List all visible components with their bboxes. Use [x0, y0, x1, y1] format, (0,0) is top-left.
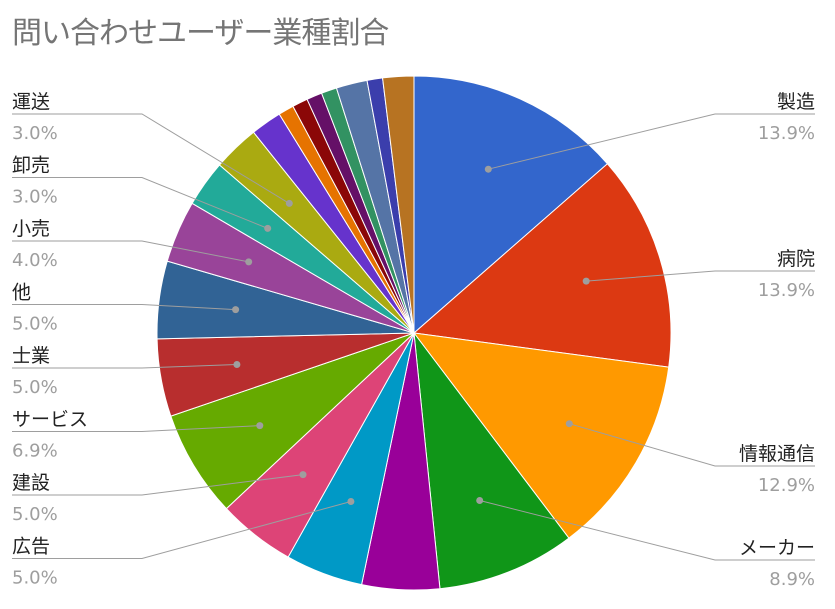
leader-dot	[245, 258, 253, 266]
leader-dot	[285, 199, 293, 207]
slice-percent-label: 12.9%	[758, 475, 815, 496]
leader-dot	[232, 306, 240, 314]
pie-slice-製造	[413, 75, 609, 335]
leader-line	[12, 177, 268, 229]
leader-line	[586, 270, 815, 282]
slice-label: 他	[12, 282, 31, 304]
pie-slice-病院	[412, 163, 672, 368]
leader-line	[12, 304, 236, 311]
pie-slice-20	[382, 75, 415, 334]
leader-dot	[565, 420, 573, 428]
slice-label: 製造	[777, 91, 815, 113]
slice-label: 小売	[12, 218, 50, 240]
slice-label: サービス	[12, 409, 88, 431]
slice-label: 運送	[12, 91, 50, 113]
pie-slice-サービス	[170, 332, 415, 510]
leader-dot	[582, 277, 590, 285]
slice-percent-label: 13.9%	[758, 123, 815, 144]
leader-dot	[476, 497, 484, 504]
slice-label: 士業	[12, 345, 50, 367]
slice-label: 情報通信	[739, 443, 815, 465]
slice-percent-label: 5.0%	[12, 314, 58, 335]
pie-slice-メーカー	[413, 331, 570, 590]
leader-line	[569, 423, 815, 467]
pie-slice-情報通信	[412, 332, 670, 539]
slice-percent-label: 3.0%	[12, 187, 58, 208]
leader-line	[12, 474, 304, 496]
chart-title: 問い合わせユーザー業種割合	[12, 16, 389, 51]
leader-line	[12, 113, 290, 204]
leader-dot	[264, 224, 272, 232]
slice-percent-label: 8.9%	[769, 569, 815, 590]
leader-line	[12, 240, 249, 263]
slice-percent-label: 5.0%	[12, 504, 58, 525]
slice-percent-label: 13.9%	[758, 280, 815, 301]
slice-label: 卸売	[12, 155, 50, 177]
leader-dot	[299, 471, 307, 479]
slice-percent-label: 5.0%	[12, 377, 58, 398]
leader-line	[12, 364, 237, 369]
leader-line	[12, 425, 260, 432]
leader-line	[12, 501, 352, 559]
slice-percent-label: 3.0%	[12, 123, 58, 144]
slice-label: メーカー	[739, 537, 815, 559]
slice-percent-label: 5.0%	[12, 568, 58, 589]
leader-line	[479, 500, 815, 561]
leader-dot	[233, 361, 241, 368]
leader-dot	[484, 165, 492, 173]
slice-label: 広告	[12, 536, 50, 558]
slice-percent-label: 6.9%	[12, 441, 58, 462]
leader-dot	[256, 422, 264, 430]
leader-line	[488, 113, 815, 170]
slice-label: 建設	[12, 472, 50, 494]
slice-percent-label: 4.0%	[12, 250, 58, 271]
leader-dot	[347, 498, 355, 505]
slice-label: 病院	[777, 248, 815, 270]
